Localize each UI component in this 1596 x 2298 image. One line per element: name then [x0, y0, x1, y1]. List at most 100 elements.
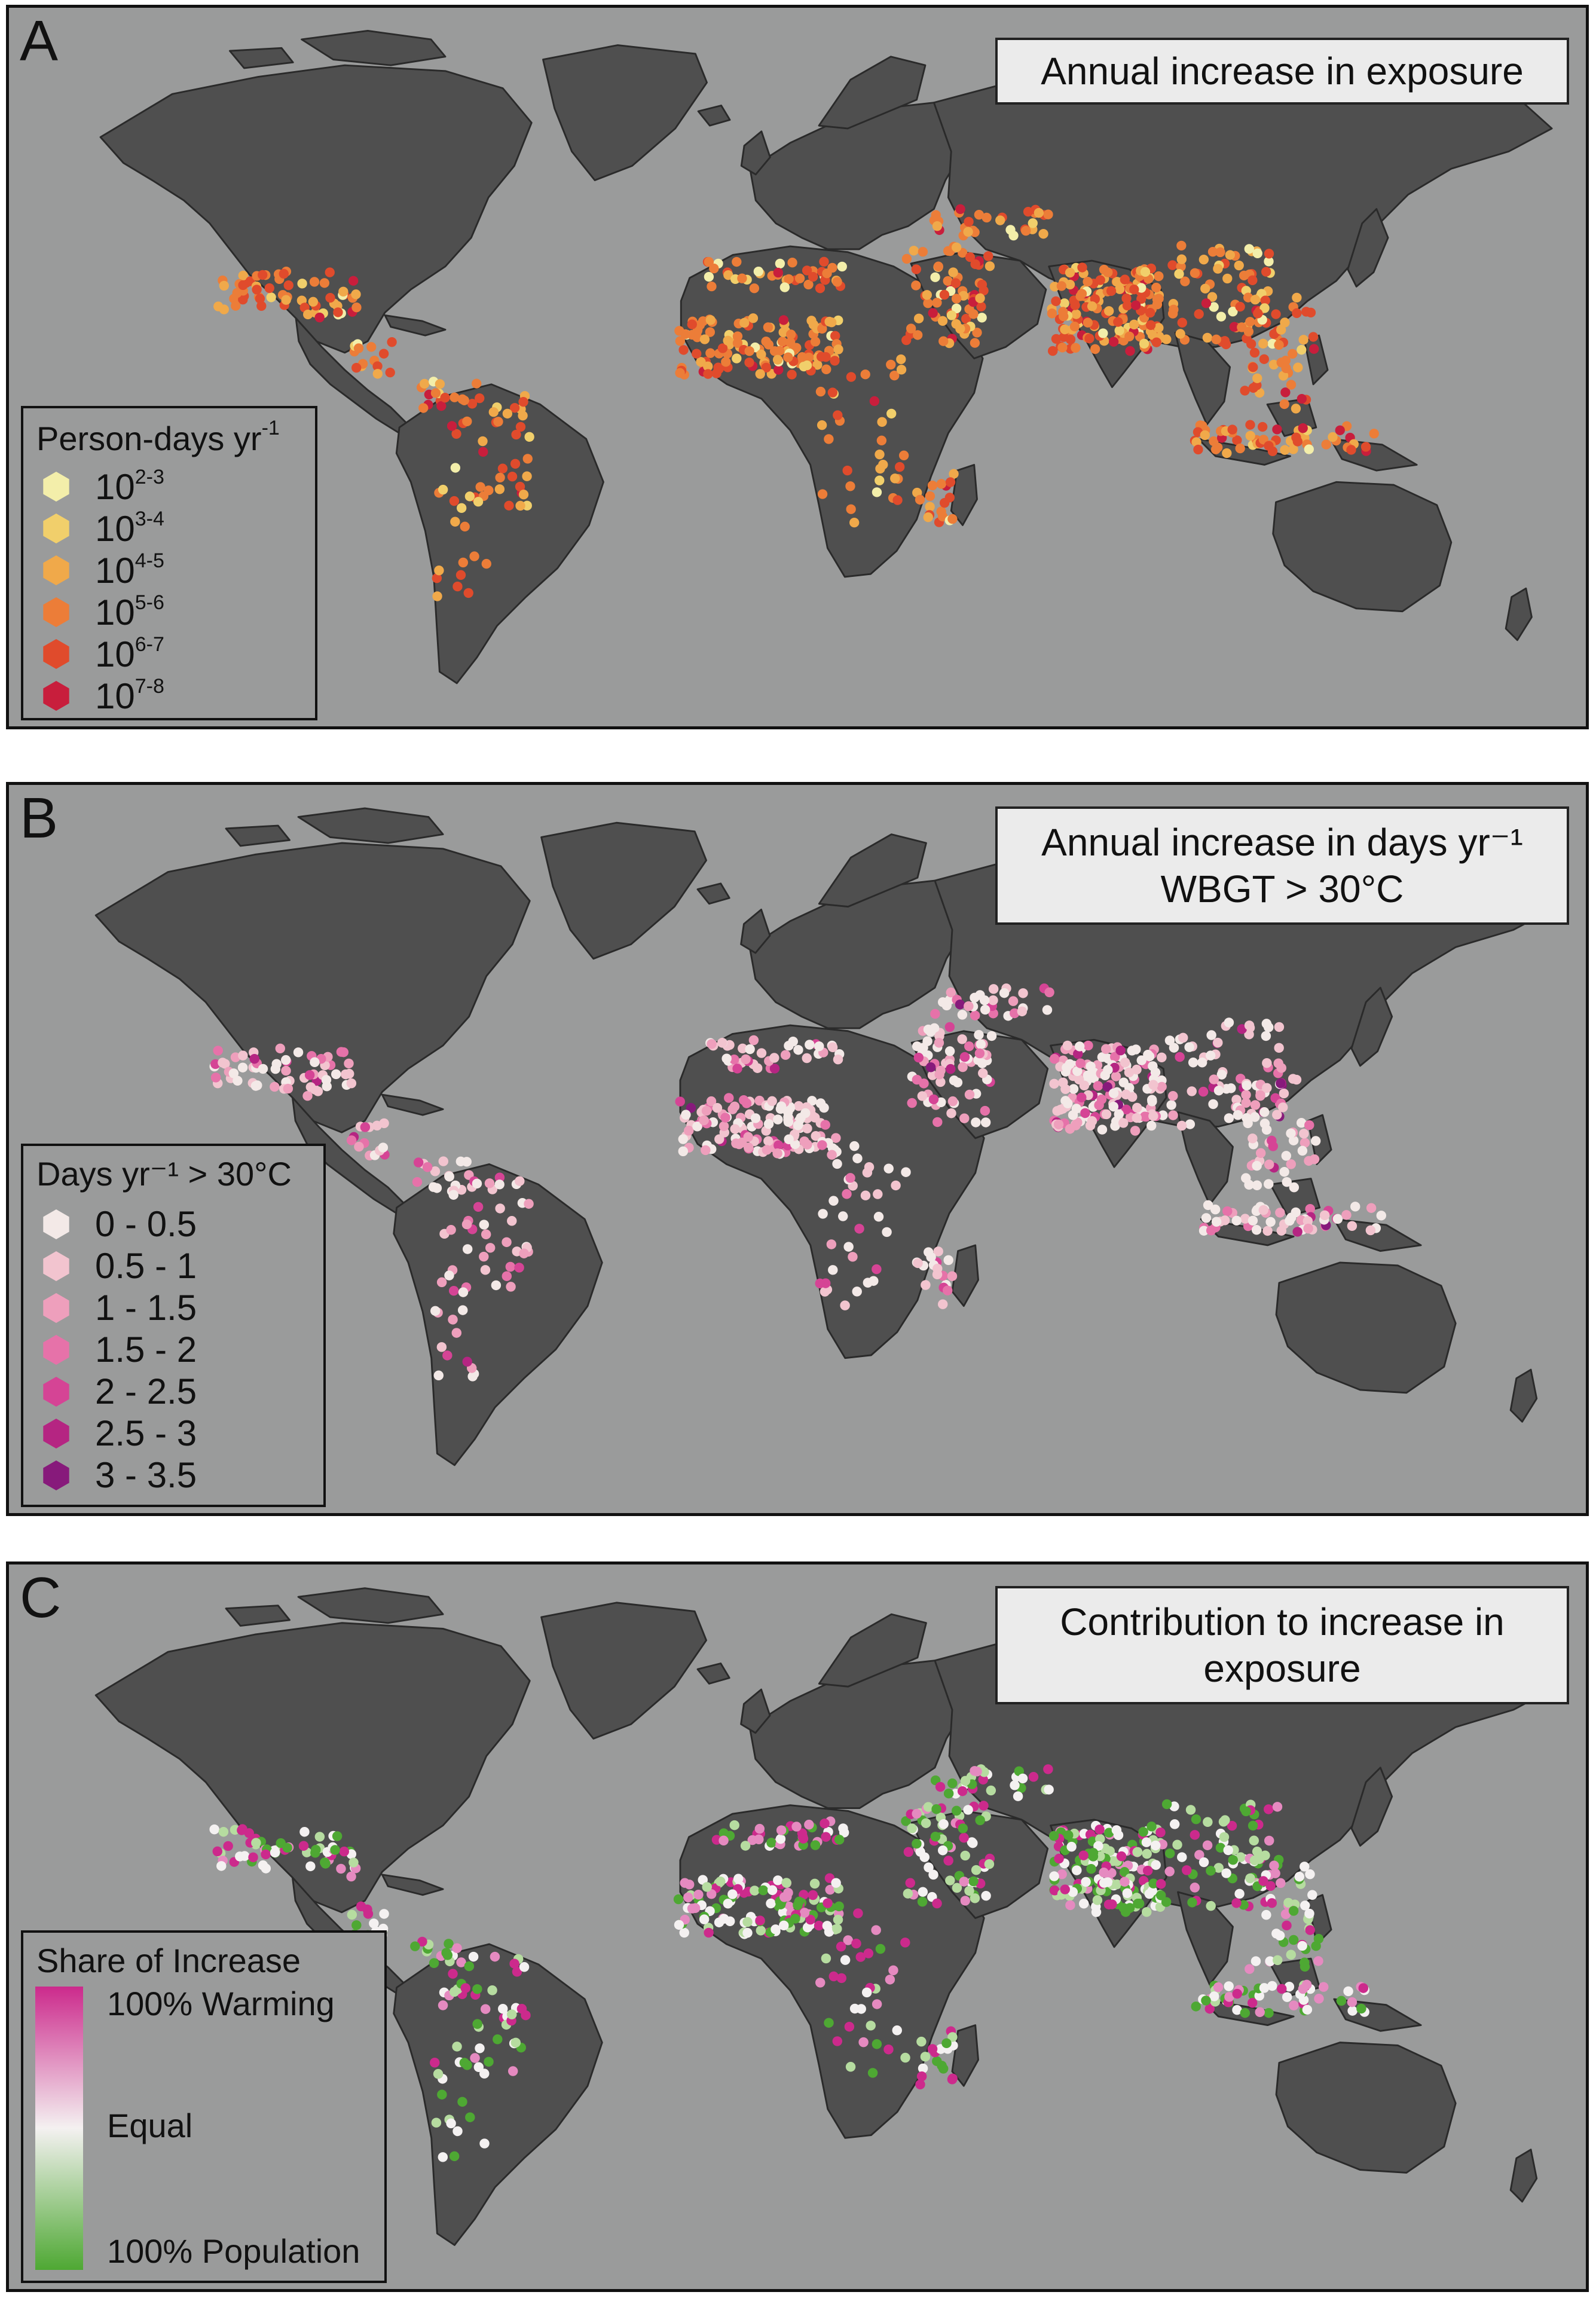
map-point [1102, 1081, 1112, 1092]
map-point [898, 450, 909, 461]
map-point [480, 1265, 491, 1275]
map-point [975, 293, 985, 304]
map-point [417, 1936, 427, 1947]
map-point [1292, 292, 1302, 303]
map-point [1142, 1865, 1153, 1876]
map-point [270, 1081, 280, 1092]
map-point [1191, 2001, 1201, 2012]
map-point [1182, 1865, 1192, 1875]
map-point [1216, 311, 1227, 322]
map-point [479, 2138, 490, 2149]
map-point [846, 372, 857, 382]
map-point [1261, 1909, 1271, 1920]
map-point [330, 1845, 340, 1855]
map-point [767, 1096, 777, 1107]
map-point [1129, 285, 1139, 295]
map-point [1202, 332, 1213, 343]
map-point [749, 283, 760, 294]
map-point [955, 204, 965, 214]
map-point [890, 473, 900, 484]
legend-swatch-icon [43, 681, 69, 711]
map-point [821, 1953, 831, 1964]
map-point [1083, 317, 1093, 328]
map-point [699, 1914, 710, 1924]
map-point [911, 280, 921, 291]
map-point [1289, 2000, 1299, 2010]
map-point [1177, 317, 1187, 328]
map-point [1087, 1116, 1097, 1126]
map-point [1077, 1092, 1087, 1103]
map-point [830, 356, 840, 366]
legend-item-label: 0 - 0.5 [95, 1204, 197, 1244]
legend-label-population: 100% Population [107, 2232, 360, 2270]
map-point [960, 1850, 970, 1861]
map-point [968, 1876, 979, 1887]
legend-item: 104-5 [41, 549, 164, 591]
map-point [320, 1859, 331, 1869]
map-point [1203, 1200, 1213, 1211]
map-point [1008, 996, 1019, 1006]
legend-swatch-icon [43, 1376, 69, 1407]
map-point [778, 327, 788, 337]
map-point [1190, 268, 1200, 278]
map-point [780, 1050, 791, 1060]
map-point [442, 1950, 453, 1960]
map-point [905, 1878, 916, 1888]
map-point [988, 1009, 998, 1019]
map-point [943, 1788, 954, 1799]
map-point [925, 1062, 936, 1072]
map-point [1125, 346, 1135, 356]
map-point [458, 1287, 469, 1297]
map-point [855, 1952, 866, 1962]
legend-swatch-icon [43, 1209, 69, 1239]
map-point [802, 1139, 812, 1150]
map-point [718, 1828, 729, 1838]
map-point [949, 469, 959, 479]
map-point [980, 1105, 990, 1116]
map-point [892, 2025, 902, 2036]
map-point [852, 1286, 862, 1297]
map-point [947, 514, 958, 524]
map-point [1203, 1817, 1213, 1828]
map-point [740, 1841, 751, 1851]
map-point [302, 1090, 313, 1101]
map-point [1237, 1024, 1247, 1034]
map-point [1062, 1040, 1073, 1051]
map-point [1258, 421, 1268, 432]
map-point [1284, 1981, 1295, 1992]
map-point [1274, 1043, 1284, 1053]
map-point [460, 1983, 471, 1993]
map-point [698, 1875, 708, 1885]
legend-swatch-icon [43, 514, 69, 543]
map-point [723, 335, 733, 346]
map-point [913, 313, 924, 323]
map-point [468, 1951, 479, 1962]
map-point [1174, 269, 1184, 279]
map-point [1063, 1098, 1073, 1108]
map-point [1118, 1118, 1129, 1128]
map-point [1201, 298, 1212, 308]
map-point [821, 1832, 831, 1842]
map-point [1169, 1801, 1179, 1811]
map-point [452, 581, 463, 592]
map-point [310, 1057, 320, 1068]
map-point [785, 337, 796, 347]
map-point [944, 1046, 955, 1056]
map-point [1235, 443, 1245, 454]
map-point [756, 349, 766, 360]
map-point [964, 1041, 974, 1052]
map-point [1268, 359, 1279, 370]
map-point [827, 262, 837, 273]
map-point [213, 1046, 223, 1056]
map-point [1167, 308, 1178, 319]
map-point [828, 1265, 838, 1275]
map-point [941, 2038, 952, 2049]
map-point [1305, 1869, 1315, 1880]
map-point [1034, 207, 1044, 218]
map-point [1232, 435, 1242, 445]
map-point [481, 558, 491, 569]
map-point [825, 1884, 835, 1895]
map-point [1211, 1217, 1222, 1227]
map-point [872, 1264, 882, 1275]
map-point [438, 2152, 448, 2162]
